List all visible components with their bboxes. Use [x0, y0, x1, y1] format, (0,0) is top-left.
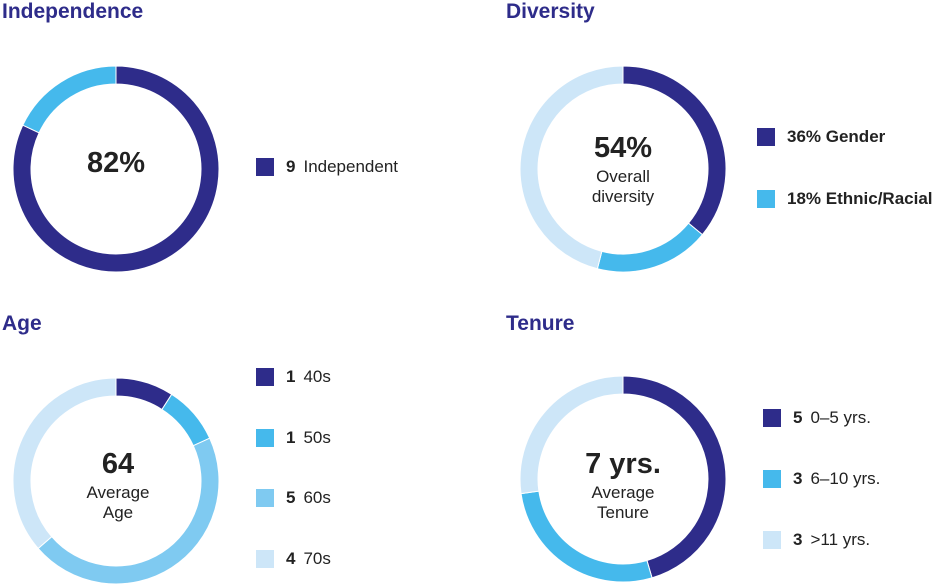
- tenure-title: Tenure: [506, 312, 575, 335]
- independence-center-value: 82%: [86, 147, 146, 179]
- legend-swatch: [763, 531, 781, 549]
- diversity-title: Diversity: [506, 0, 595, 23]
- legend-label: 18% Ethnic/Racial: [787, 189, 933, 208]
- independence-donut: [12, 65, 220, 273]
- tenure-center-caption: Average Tenure: [591, 483, 655, 522]
- tenure-center-value: 7 yrs.: [585, 448, 661, 480]
- legend-label: 0–5 yrs.: [810, 408, 871, 427]
- legend-swatch: [256, 368, 274, 386]
- legend-item-ethnic-racial: 18% Ethnic/Racial: [757, 189, 933, 209]
- donut-segment-11-yrs: [519, 375, 624, 495]
- legend-swatch: [256, 550, 274, 568]
- legend-label: >11 yrs.: [810, 530, 871, 549]
- tenure-center: 7 yrs. Average Tenure: [543, 448, 703, 522]
- tenure-donut: [519, 375, 727, 583]
- donut-segment-50s: [161, 393, 211, 447]
- donut-segment-40s: [115, 377, 173, 411]
- legend-count: 1: [286, 367, 296, 386]
- legend-label: 60s: [303, 488, 331, 507]
- age-donut: [12, 377, 220, 585]
- diversity-center-caption: Overall diversity: [591, 167, 655, 206]
- legend-label: 36% Gender: [787, 127, 886, 146]
- donut-segment-not-independent: [22, 65, 117, 134]
- legend-item-0-5-yrs: 5 0–5 yrs.: [763, 408, 871, 428]
- diversity-center-value: 54%: [593, 132, 653, 164]
- legend-item-60s: 5 60s: [256, 488, 331, 508]
- legend-count: 9: [286, 157, 296, 176]
- legend-item-6-10-yrs: 3 6–10 yrs.: [763, 469, 880, 489]
- legend-item-independent: 9 Independent: [256, 157, 398, 177]
- age-center: 64 Average Age: [38, 448, 198, 522]
- age-center-caption: Average Age: [86, 483, 150, 522]
- independence-center: 82%: [36, 147, 196, 180]
- legend-count: 1: [286, 428, 296, 447]
- diversity-donut: [519, 65, 727, 273]
- age-center-value: 64: [101, 448, 135, 480]
- legend-swatch: [763, 470, 781, 488]
- legend-swatch: [256, 429, 274, 447]
- legend-item-11-plus-yrs: 3 >11 yrs.: [763, 530, 870, 550]
- age-title: Age: [2, 312, 42, 335]
- legend-count: 3: [793, 530, 803, 549]
- legend-label: 40s: [303, 367, 331, 386]
- legend-count: 5: [286, 488, 296, 507]
- legend-item-gender: 36% Gender: [757, 127, 885, 147]
- legend-label: Independent: [303, 157, 399, 176]
- legend-swatch: [757, 128, 775, 146]
- legend-item-40s: 1 40s: [256, 367, 331, 387]
- diversity-center: 54% Overall diversity: [543, 132, 703, 206]
- legend-count: 4: [286, 549, 296, 568]
- legend-label: 6–10 yrs.: [810, 469, 881, 488]
- legend-count: 5: [793, 408, 803, 427]
- independence-title: Independence: [2, 0, 144, 23]
- legend-swatch: [256, 158, 274, 176]
- donut-segment-independent: [12, 65, 220, 273]
- legend-label: 70s: [303, 549, 331, 568]
- legend-item-50s: 1 50s: [256, 428, 331, 448]
- legend-item-70s: 4 70s: [256, 549, 331, 569]
- legend-swatch: [763, 409, 781, 427]
- donut-segment-other: [519, 65, 624, 270]
- legend-swatch: [256, 489, 274, 507]
- legend-count: 3: [793, 469, 803, 488]
- donut-segment-70s: [12, 377, 117, 550]
- legend-label: 50s: [303, 428, 331, 447]
- legend-swatch: [757, 190, 775, 208]
- donut-segment-18-ethnic-racial: [596, 222, 704, 273]
